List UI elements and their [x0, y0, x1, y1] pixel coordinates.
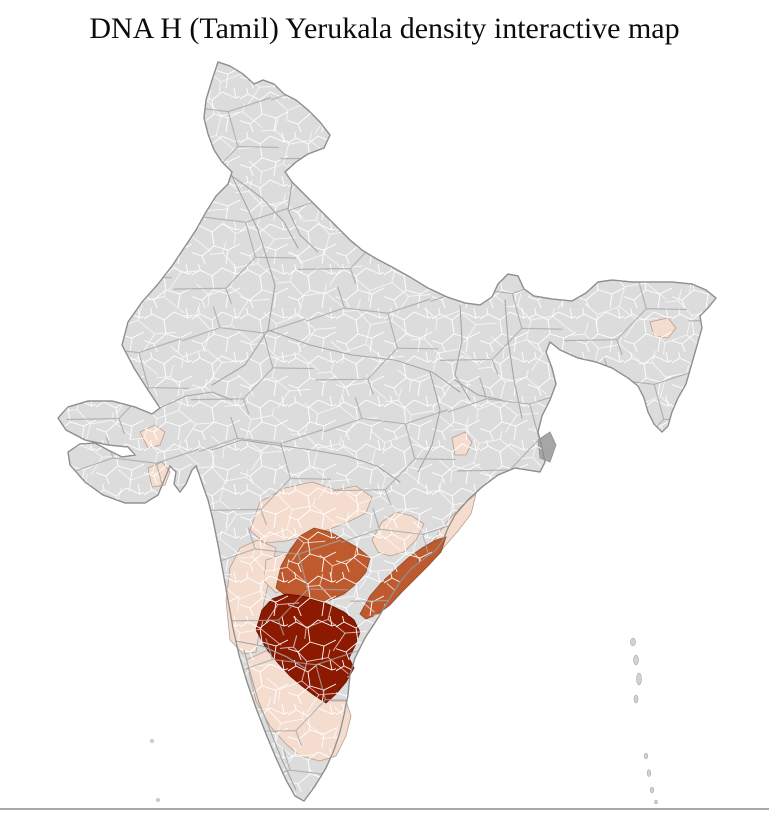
state-borders [159, 175, 523, 791]
andaman-nicobar-islands[interactable] [630, 637, 658, 805]
page-title: DNA H (Tamil) Yerukala density interacti… [89, 12, 680, 45]
lakshadweep-islands[interactable] [150, 739, 160, 802]
bottom-divider [0, 808, 769, 810]
